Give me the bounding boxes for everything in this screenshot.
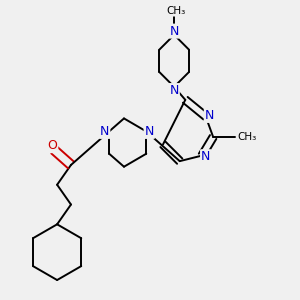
Text: N: N — [201, 150, 210, 163]
Text: O: O — [47, 139, 57, 152]
Text: CH₃: CH₃ — [167, 6, 186, 16]
Text: N: N — [205, 109, 214, 122]
Text: N: N — [169, 84, 179, 97]
Text: N: N — [169, 25, 179, 38]
Text: N: N — [145, 125, 154, 138]
Text: N: N — [100, 125, 110, 138]
Text: CH₃: CH₃ — [238, 132, 257, 142]
